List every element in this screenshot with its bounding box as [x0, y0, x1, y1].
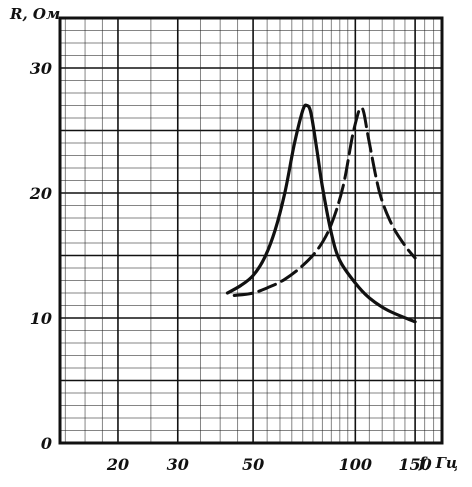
- tick-labels: 20 30 50 100 150 0 10 20 30: [29, 59, 432, 474]
- dashed-curve: [232, 106, 417, 297]
- y-tick-label: 10: [30, 309, 52, 328]
- x-axis-label: f, Гц: [418, 454, 458, 472]
- y-axis-label: R, Ом: [9, 5, 60, 23]
- y-tick-label: 0: [41, 434, 52, 453]
- x-tick-label: 50: [242, 455, 264, 474]
- grid: [60, 18, 442, 443]
- solid-curve: [225, 103, 417, 324]
- x-tick-label: 20: [106, 455, 129, 474]
- x-tick-label: 30: [167, 455, 189, 474]
- x-tick-label: 150: [398, 455, 431, 474]
- y-tick-label: 30: [30, 59, 52, 78]
- plot-frame: [58, 16, 444, 445]
- curves: [225, 103, 417, 324]
- y-tick-label: 20: [29, 184, 52, 203]
- x-tick-label: 100: [339, 455, 372, 474]
